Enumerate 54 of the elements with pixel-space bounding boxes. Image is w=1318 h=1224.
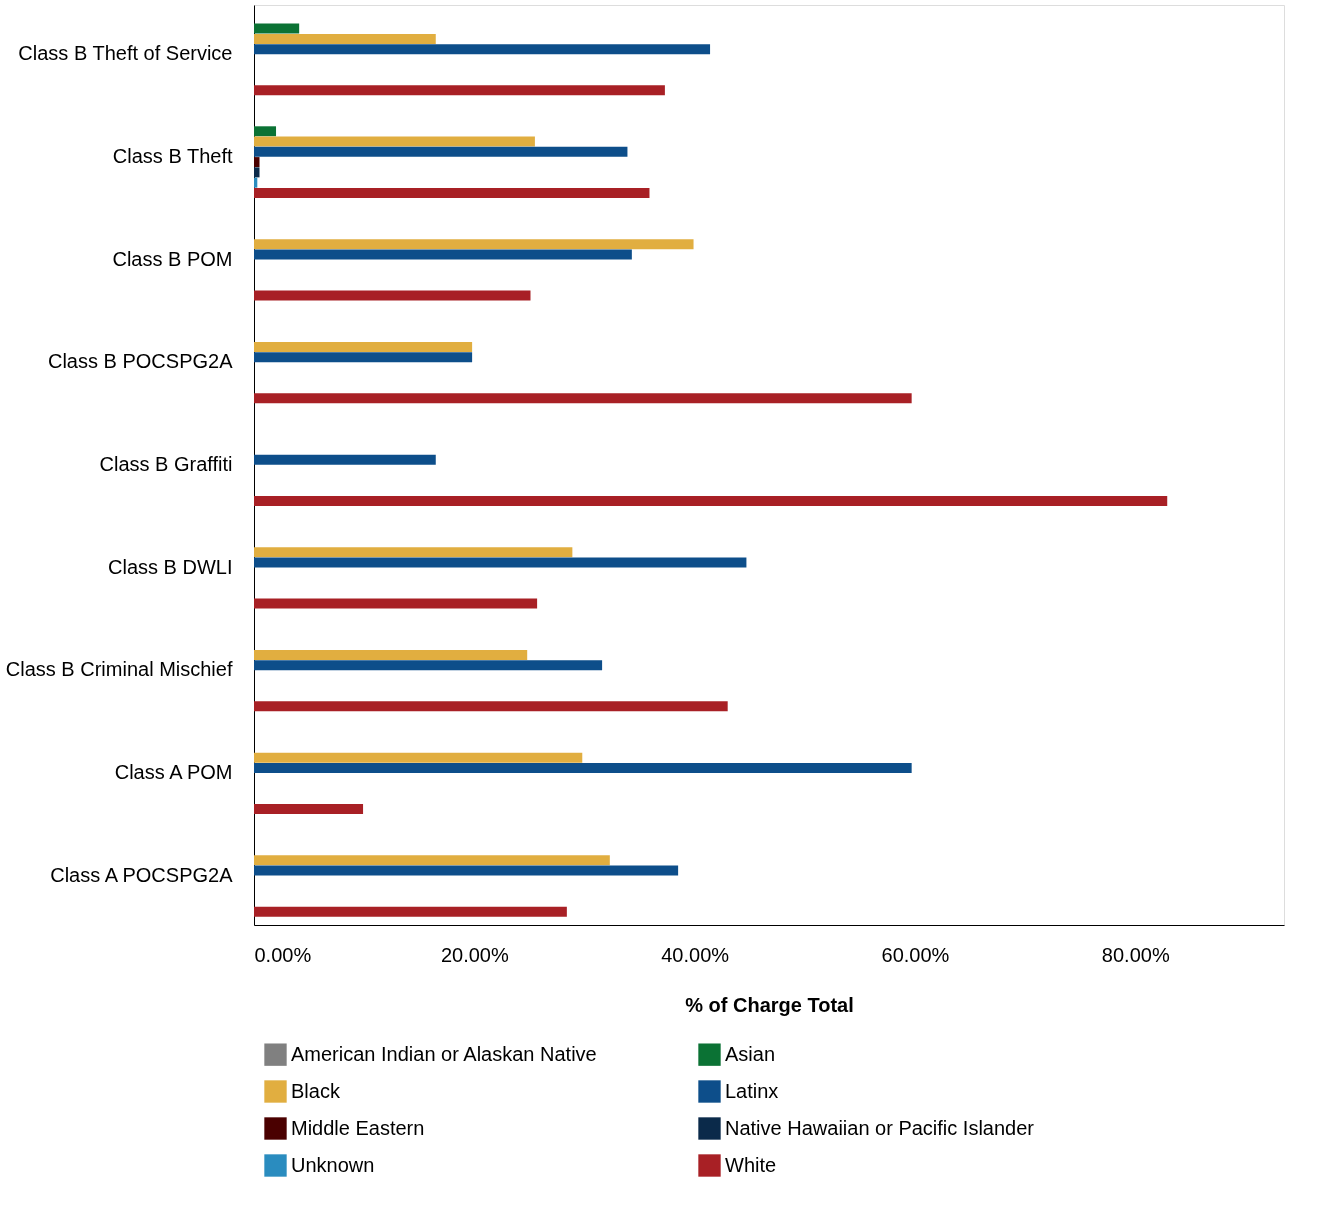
bar: [254, 865, 679, 876]
bar: [254, 649, 528, 660]
y-tick-label: Class B Theft: [112, 144, 233, 167]
x-tick-label: 0.00%: [254, 943, 312, 966]
legend-label: American Indian or Alaskan Native: [291, 1042, 597, 1065]
bar: [254, 906, 567, 917]
legend-label: White: [725, 1153, 777, 1176]
bar: [254, 762, 912, 773]
bar: [254, 167, 260, 178]
legend-label: Black: [291, 1079, 341, 1102]
legend-label: Native Hawaiian or Pacific Islander: [725, 1116, 1035, 1139]
legend-label: Middle Eastern: [291, 1116, 425, 1139]
bar: [254, 85, 665, 96]
x-tick-label: 60.00%: [881, 943, 950, 966]
bar: [254, 157, 260, 168]
bar: [254, 126, 277, 137]
y-tick-label: Class B Criminal Mischief: [5, 658, 233, 681]
legend-label: Latinx: [725, 1079, 779, 1102]
y-tick-label: Class B POCSPG2A: [47, 350, 234, 373]
bar: [254, 752, 583, 763]
bar: [254, 23, 300, 34]
y-tick-label: Class A POM: [114, 761, 233, 784]
bar: [254, 557, 747, 568]
bar: [254, 33, 436, 44]
bar: [254, 187, 650, 198]
x-tick-label: 40.00%: [661, 943, 730, 966]
x-tick-label: 20.00%: [440, 943, 509, 966]
bar: [254, 598, 538, 609]
y-tick-label: Class B Theft of Service: [18, 42, 233, 65]
y-tick-label: Class B DWLI: [108, 555, 233, 578]
bar: [254, 855, 610, 866]
bar: [254, 454, 436, 465]
bar: [254, 341, 473, 352]
y-tick-label: Class B Graffiti: [99, 453, 233, 475]
bar: [254, 44, 711, 55]
bar: [254, 239, 694, 250]
bar: [254, 803, 364, 814]
bar: [254, 393, 912, 404]
bar: [254, 136, 535, 147]
bar: [254, 177, 258, 188]
bar: [254, 352, 473, 363]
bar: [254, 701, 728, 712]
bar: [254, 547, 573, 558]
bar: [254, 495, 1168, 506]
x-tick-label: 80.00%: [1101, 943, 1170, 966]
legend-label: Unknown: [291, 1153, 375, 1176]
y-tick-label: Class B POM: [112, 247, 233, 270]
y-tick-label: Class A POCSPG2A: [50, 863, 234, 886]
legend-label: Asian: [725, 1042, 776, 1065]
bar: [254, 290, 531, 301]
bar: [254, 146, 628, 157]
x-axis-title: % of Charge Total: [685, 993, 854, 1016]
bar: [254, 249, 632, 260]
bar: [254, 660, 603, 671]
